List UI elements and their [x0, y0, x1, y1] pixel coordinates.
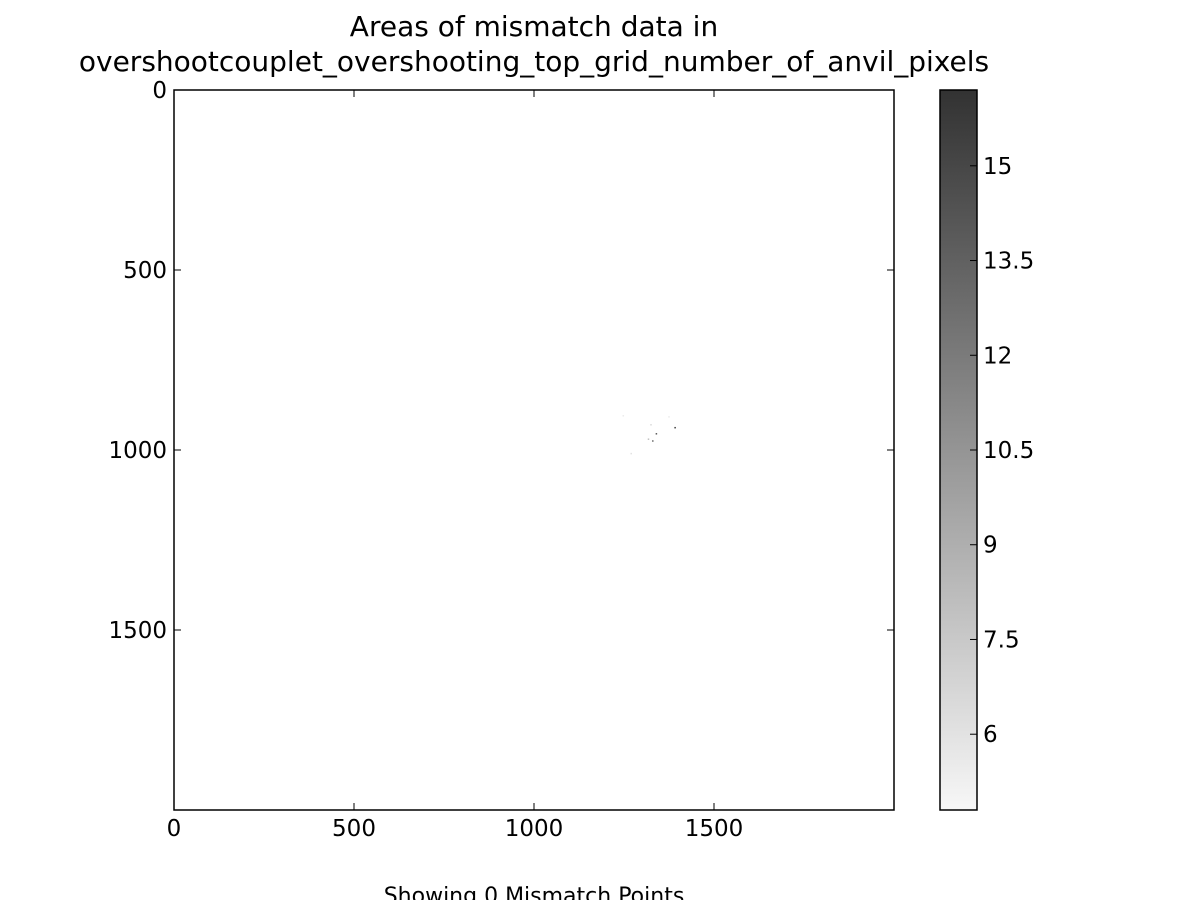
mismatch-point	[674, 426, 676, 429]
mismatch-point	[622, 415, 625, 417]
colorbar-ticks: 15 13.5 12 10.5 9 7.5 6	[970, 154, 1034, 748]
colorbar-tick-label: 10.5	[983, 438, 1034, 464]
data-points	[622, 415, 676, 455]
mismatch-point	[655, 433, 658, 435]
y-tick-label: 500	[123, 258, 167, 284]
mismatch-point	[652, 440, 654, 442]
mismatch-point	[650, 424, 652, 426]
y-tick-label: 1500	[108, 618, 167, 644]
colorbar-tick-label: 6	[983, 722, 998, 748]
x-tick-label: 0	[167, 816, 182, 842]
colorbar-tick-label: 12	[983, 343, 1012, 369]
mismatch-count-note: Showing 0 Mismatch Points	[384, 884, 685, 900]
colorbar-tick-label: 9	[983, 533, 998, 559]
x-tick-label: 500	[332, 816, 376, 842]
colorbar-tick-label: 13.5	[983, 249, 1034, 275]
chart-title-line-1: Areas of mismatch data in	[350, 10, 718, 43]
y-tick-label: 1000	[108, 438, 167, 464]
colorbar-tick-label: 7.5	[983, 627, 1020, 653]
x-tick-label: 1000	[505, 816, 564, 842]
chart-title-line-2: overshootcouplet_overshooting_top_grid_n…	[79, 45, 989, 78]
x-axis: 0 500 1000 1500	[167, 90, 744, 842]
mismatch-point	[668, 416, 670, 418]
colorbar-tick-label: 15	[983, 154, 1012, 180]
plot-area	[174, 90, 894, 810]
mismatch-point	[647, 438, 650, 440]
y-tick-label: 0	[152, 78, 167, 104]
mismatch-point	[630, 452, 632, 455]
x-tick-label: 1500	[685, 816, 744, 842]
y-axis: 0 500 1000 1500	[108, 78, 894, 644]
